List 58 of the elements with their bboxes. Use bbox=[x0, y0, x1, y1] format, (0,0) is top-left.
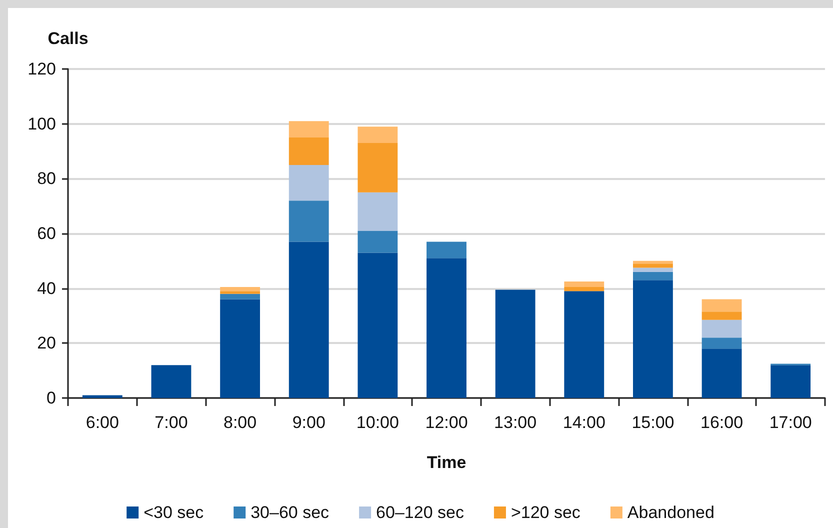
x-tick-label: 17:00 bbox=[769, 413, 812, 432]
y-tick-label: 60 bbox=[37, 224, 56, 243]
y-tick-label: 100 bbox=[28, 114, 56, 134]
bar bbox=[426, 258, 466, 398]
x-tick-label: 7:00 bbox=[154, 413, 188, 432]
bar bbox=[770, 365, 811, 398]
bar bbox=[288, 164, 329, 201]
bar bbox=[288, 242, 329, 398]
bar bbox=[495, 290, 536, 398]
bar bbox=[632, 264, 673, 268]
bar bbox=[564, 286, 604, 292]
bar bbox=[358, 230, 398, 253]
bar bbox=[358, 252, 398, 398]
bar bbox=[220, 299, 260, 398]
bar bbox=[702, 348, 742, 398]
x-tick-label: 16:00 bbox=[700, 413, 744, 432]
y-tick-label: 120 bbox=[28, 60, 56, 78]
bar bbox=[288, 121, 329, 138]
y-tick-label: 0 bbox=[46, 388, 56, 408]
x-tick-label: 6:00 bbox=[86, 413, 119, 432]
bar bbox=[358, 143, 398, 192]
bar bbox=[358, 192, 398, 231]
bar bbox=[220, 291, 260, 294]
bar bbox=[632, 280, 673, 398]
legend-label: <30 sec bbox=[144, 503, 204, 522]
y-tick-label: 80 bbox=[37, 169, 56, 188]
x-tick-label: 9:00 bbox=[292, 413, 326, 432]
bar bbox=[426, 242, 466, 258]
legend-label: 30–60 sec bbox=[250, 503, 330, 522]
bar bbox=[702, 338, 742, 349]
bar bbox=[220, 286, 260, 292]
legend-label: 60–120 sec bbox=[376, 503, 464, 522]
bar bbox=[358, 126, 398, 144]
x-tick-label: 15:00 bbox=[632, 413, 674, 432]
bar bbox=[702, 320, 742, 338]
bar bbox=[564, 281, 604, 287]
bar bbox=[220, 294, 260, 300]
x-tick-label: 10:00 bbox=[356, 413, 399, 432]
x-tick-label: 13:00 bbox=[494, 413, 537, 432]
y-tick-label: 40 bbox=[37, 278, 56, 298]
bar bbox=[632, 272, 673, 280]
x-tick-label: 14:00 bbox=[562, 413, 606, 432]
bar bbox=[82, 395, 122, 398]
bar bbox=[632, 260, 673, 264]
y-axis-title: Calls bbox=[48, 29, 88, 48]
legend-label: >120 sec bbox=[510, 503, 581, 522]
y-tick-label: 20 bbox=[37, 334, 56, 353]
bar bbox=[702, 312, 742, 320]
legend-label: Abandoned bbox=[627, 503, 714, 522]
x-axis-title: Time bbox=[426, 453, 466, 472]
x-tick-label: 12:00 bbox=[425, 413, 468, 432]
bar bbox=[564, 291, 604, 398]
bar bbox=[288, 200, 329, 242]
x-tick-label: 8:00 bbox=[224, 413, 257, 432]
bar bbox=[702, 299, 742, 312]
bar bbox=[288, 138, 329, 165]
bar bbox=[151, 365, 192, 398]
bar bbox=[632, 268, 673, 272]
